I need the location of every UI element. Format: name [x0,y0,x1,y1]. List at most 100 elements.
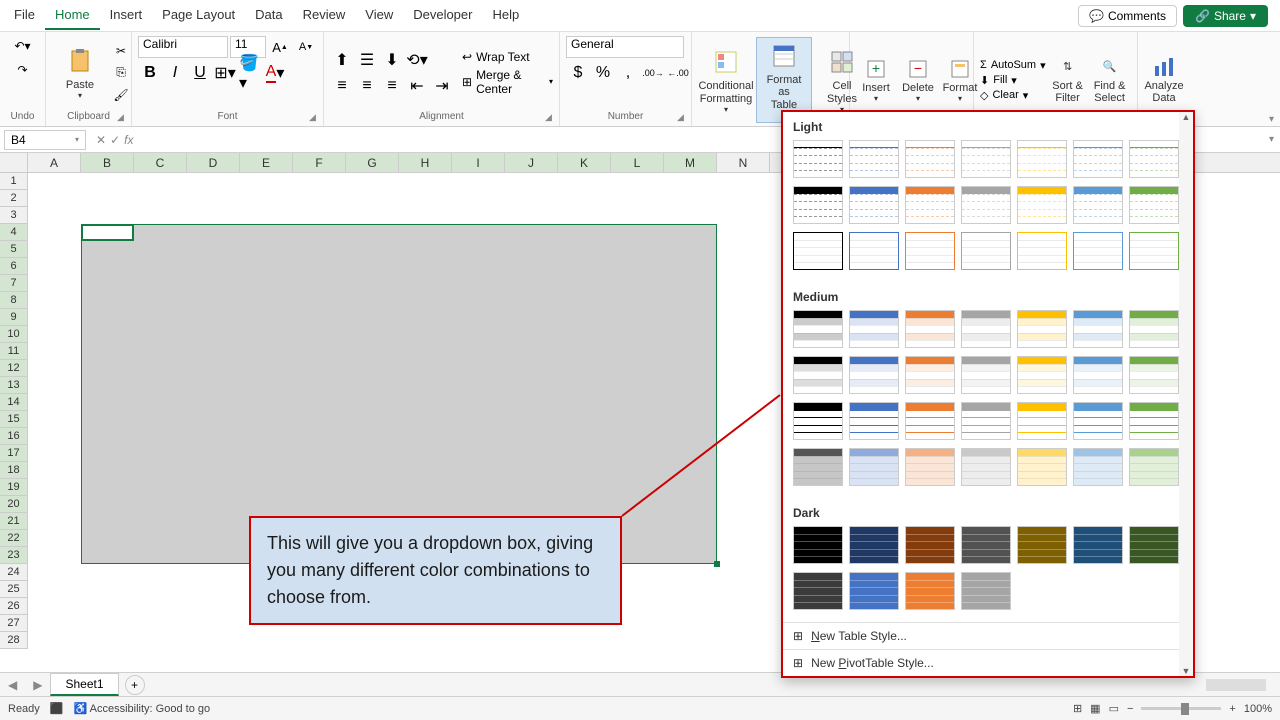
align-center-button[interactable]: ≡ [355,75,379,97]
col-header[interactable]: B [81,153,134,172]
insert-cells-button[interactable]: +Insert▾ [856,56,896,105]
table-style-swatch[interactable] [961,232,1011,270]
row-header[interactable]: 23 [0,547,28,564]
row-header[interactable]: 2 [0,190,28,207]
autosum-button[interactable]: Σ AutoSum ▾ [980,59,1046,72]
col-header[interactable]: E [240,153,293,172]
font-name-select[interactable]: Calibri [138,36,228,58]
accessibility-status[interactable]: ♿ Accessibility: Good to go [74,702,211,715]
row-header[interactable]: 7 [0,275,28,292]
row-header[interactable]: 20 [0,496,28,513]
align-bottom-button[interactable]: ⬇ [380,49,404,71]
cancel-formula-icon[interactable]: ✕ [96,133,106,147]
row-header[interactable]: 9 [0,309,28,326]
table-style-swatch[interactable] [849,310,899,348]
name-box[interactable]: B4▾ [4,130,86,150]
table-style-swatch[interactable] [1129,526,1179,564]
share-button[interactable]: 🔗 Share ▾ [1183,5,1268,27]
fill-color-button[interactable]: 🪣▾ [238,62,262,84]
row-header[interactable]: 28 [0,632,28,649]
table-style-swatch[interactable] [1073,402,1123,440]
row-header[interactable]: 5 [0,241,28,258]
find-select-button[interactable]: 🔍Find & Select [1090,54,1130,106]
table-style-swatch[interactable] [849,572,899,610]
align-middle-button[interactable]: ☰ [355,49,379,71]
table-style-swatch[interactable] [961,310,1011,348]
redo-button[interactable]: ↷ [12,60,34,80]
table-style-swatch[interactable] [793,448,843,486]
view-page-icon[interactable]: ▦ [1090,702,1100,715]
row-header[interactable]: 17 [0,445,28,462]
row-header[interactable]: 8 [0,292,28,309]
select-all-corner[interactable] [0,153,28,172]
currency-button[interactable]: $ [566,62,590,84]
analyze-data-button[interactable]: Analyze Data [1144,54,1184,106]
col-header[interactable]: J [505,153,558,172]
menu-help[interactable]: Help [482,1,529,30]
table-style-swatch[interactable] [905,310,955,348]
font-color-button[interactable]: A▾ [263,62,287,84]
table-style-swatch[interactable] [849,140,899,178]
table-style-swatch[interactable] [1073,310,1123,348]
table-style-swatch[interactable] [1017,310,1067,348]
view-break-icon[interactable]: ▭ [1109,702,1119,715]
bold-button[interactable]: B [138,62,162,84]
row-header[interactable]: 16 [0,428,28,445]
row-header[interactable]: 21 [0,513,28,530]
table-style-swatch[interactable] [961,140,1011,178]
view-normal-icon[interactable]: ⊞ [1073,702,1082,715]
enter-formula-icon[interactable]: ✓ [110,133,120,147]
row-header[interactable]: 1 [0,173,28,190]
table-style-swatch[interactable] [1017,186,1067,224]
delete-cells-button[interactable]: −Delete▾ [898,56,938,105]
menu-file[interactable]: File [4,1,45,30]
add-sheet-button[interactable]: + [125,675,145,695]
table-style-swatch[interactable] [1129,140,1179,178]
expand-formula-icon[interactable]: ▾ [1263,134,1280,145]
table-style-swatch[interactable] [1129,186,1179,224]
table-style-swatch[interactable] [1017,526,1067,564]
zoom-slider[interactable] [1141,707,1221,710]
sheet-tab-active[interactable]: Sheet1 [50,673,118,696]
table-style-swatch[interactable] [905,232,955,270]
undo-button[interactable]: ↶▾ [12,36,34,56]
col-header[interactable]: F [293,153,346,172]
table-style-swatch[interactable] [1017,402,1067,440]
table-style-swatch[interactable] [1073,232,1123,270]
row-header[interactable]: 27 [0,615,28,632]
table-style-swatch[interactable] [793,232,843,270]
menu-home[interactable]: Home [45,1,100,30]
table-style-swatch[interactable] [849,402,899,440]
table-style-swatch[interactable] [905,572,955,610]
macro-record-icon[interactable]: ⬛ [50,702,64,715]
row-header[interactable]: 11 [0,343,28,360]
row-header[interactable]: 13 [0,377,28,394]
table-style-swatch[interactable] [793,310,843,348]
col-header[interactable]: N [717,153,770,172]
new-table-style-item[interactable]: ⊞ New Table Style... [783,622,1193,649]
table-style-swatch[interactable] [793,526,843,564]
increase-decimal-button[interactable]: .00→ [641,62,665,84]
conditional-formatting-button[interactable]: Conditional Formatting▾ [698,44,754,115]
sort-filter-button[interactable]: ⇅Sort & Filter [1048,54,1088,106]
table-style-swatch[interactable] [1073,448,1123,486]
cut-button[interactable]: ✂ [110,41,132,61]
align-left-button[interactable]: ≡ [330,75,354,97]
table-style-swatch[interactable] [1073,526,1123,564]
align-top-button[interactable]: ⬆ [330,49,354,71]
col-header[interactable]: G [346,153,399,172]
col-header[interactable]: H [399,153,452,172]
col-header[interactable]: L [611,153,664,172]
col-header[interactable]: M [664,153,717,172]
zoom-in-button[interactable]: + [1229,703,1235,715]
row-header[interactable]: 25 [0,581,28,598]
percent-button[interactable]: % [591,62,615,84]
table-style-swatch[interactable] [905,140,955,178]
table-style-swatch[interactable] [1073,140,1123,178]
table-style-swatch[interactable] [793,186,843,224]
table-style-swatch[interactable] [793,402,843,440]
row-header[interactable]: 14 [0,394,28,411]
table-style-swatch[interactable] [1073,356,1123,394]
table-style-swatch[interactable] [961,448,1011,486]
table-style-swatch[interactable] [905,356,955,394]
